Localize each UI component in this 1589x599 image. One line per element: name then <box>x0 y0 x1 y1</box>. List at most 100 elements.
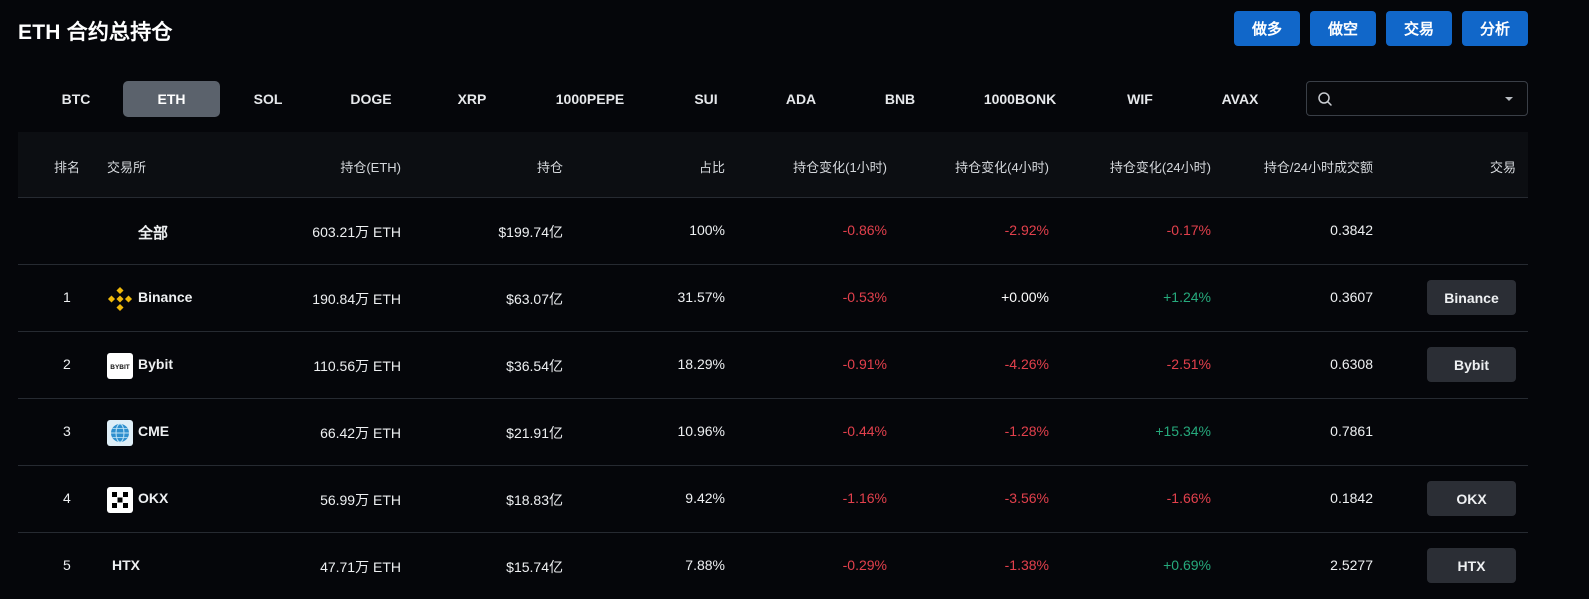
change-24h-cell: -1.66% <box>1166 490 1211 506</box>
ratio-cell: 0.3607 <box>1330 289 1373 305</box>
analysis-button[interactable]: 分析 <box>1462 11 1528 46</box>
trade-htx-button[interactable]: HTX <box>1427 548 1516 583</box>
table-row: 1 Binance 190.84万 ETH $63.07亿 31.57% -0.… <box>18 265 1528 332</box>
change-1h-cell: -0.91% <box>842 356 887 372</box>
rank-cell: 2 <box>63 356 71 372</box>
total-ratio: 0.3842 <box>1330 222 1373 238</box>
holding-cell: $18.83亿 <box>506 492 563 508</box>
table-row-total: 全部 603.21万 ETH $199.74亿 100% -0.86% -2.9… <box>18 198 1528 265</box>
share-cell: 7.88% <box>685 557 725 573</box>
total-holding-coin: 603.21万 ETH <box>312 224 401 240</box>
holding-cell: $63.07亿 <box>506 291 563 307</box>
exchange-name[interactable]: HTX <box>112 557 140 573</box>
search-input[interactable] <box>1341 86 1491 111</box>
trade-bybit-button[interactable]: Bybit <box>1427 347 1516 382</box>
tab-1000bonk[interactable]: 1000BONK <box>983 91 1057 107</box>
tab-1000pepe[interactable]: 1000PEPE <box>555 91 625 107</box>
header-holding-coin[interactable]: 持仓(ETH) <box>340 160 401 175</box>
change-24h-cell: -2.51% <box>1166 356 1211 372</box>
binance-logo-icon <box>107 286 133 312</box>
tab-eth[interactable]: ETH <box>123 81 220 117</box>
trade-binance-button[interactable]: Binance <box>1427 280 1516 315</box>
coin-search-select[interactable] <box>1306 81 1528 116</box>
share-cell: 9.42% <box>685 490 725 506</box>
header-change-4h[interactable]: 持仓变化(4小时) <box>955 160 1049 175</box>
holding-cell: $36.54亿 <box>506 358 563 374</box>
total-change-4h: -2.92% <box>1004 222 1049 238</box>
exchange-name[interactable]: Binance <box>138 289 193 305</box>
holding-cell: $21.91亿 <box>506 425 563 441</box>
change-1h-cell: -1.16% <box>842 490 887 506</box>
tab-avax[interactable]: AVAX <box>1221 91 1259 107</box>
short-button[interactable]: 做空 <box>1310 11 1376 46</box>
trade-button[interactable]: 交易 <box>1386 11 1452 46</box>
total-change-24h: -0.17% <box>1166 222 1211 238</box>
holding-coin-cell: 190.84万 ETH <box>312 291 401 307</box>
total-share: 100% <box>689 222 725 238</box>
header-change-24h[interactable]: 持仓变化(24小时) <box>1109 160 1211 175</box>
holding-coin-cell: 47.71万 ETH <box>320 559 401 575</box>
header-change-1h[interactable]: 持仓变化(1小时) <box>793 160 887 175</box>
page-title: ETH 合约总持仓 <box>18 21 173 44</box>
exchange-name[interactable]: CME <box>138 423 170 439</box>
ratio-cell: 0.1842 <box>1330 490 1373 506</box>
trade-okx-button[interactable]: OKX <box>1427 481 1516 516</box>
coin-tabs: BTC ETH SOL DOGE XRP 1000PEPE SUI ADA BN… <box>28 81 1288 117</box>
change-4h-cell: -3.56% <box>1004 490 1049 506</box>
change-24h-cell: +1.24% <box>1163 289 1211 305</box>
table-row: 3 CME 66.42万 ETH $21.91亿 10.96% -0.44% -… <box>18 399 1528 466</box>
action-buttons: 做多 做空 交易 分析 <box>1234 11 1528 46</box>
header-trade: 交易 <box>1489 160 1516 175</box>
tab-xrp[interactable]: XRP <box>457 91 487 107</box>
share-cell: 18.29% <box>677 356 725 372</box>
tab-wif[interactable]: WIF <box>1127 91 1153 107</box>
table-row: 4 OKX 56.99万 ETH $18.83亿 9.42% -1.16% -3… <box>18 466 1528 533</box>
exchange-name[interactable]: OKX <box>138 490 169 506</box>
table-row: 2 BYBIT Bybit 110.56万 ETH $36.54亿 18.29%… <box>18 332 1528 399</box>
header-rank[interactable]: 排名 <box>54 160 81 175</box>
chevron-down-icon[interactable] <box>1505 97 1513 101</box>
header-holding[interactable]: 持仓 <box>536 160 563 175</box>
tab-sui[interactable]: SUI <box>694 91 718 107</box>
rank-cell: 4 <box>63 490 71 506</box>
header-exchange[interactable]: 交易所 <box>107 160 147 175</box>
ratio-cell: 0.6308 <box>1330 356 1373 372</box>
rank-cell: 5 <box>63 557 71 573</box>
tab-ada[interactable]: ADA <box>785 91 817 107</box>
search-icon <box>1318 92 1332 106</box>
change-4h-cell: +0.00% <box>1001 289 1049 305</box>
bybit-logo-icon: BYBIT <box>107 353 133 379</box>
table-header: 排名 交易所 持仓(ETH) 持仓 占比 持仓变化(1小时) 持仓变化(4小时)… <box>18 132 1528 198</box>
exchange-name[interactable]: Bybit <box>138 356 173 372</box>
svg-text:BYBIT: BYBIT <box>110 364 130 371</box>
change-1h-cell: -0.44% <box>842 423 887 439</box>
total-holding: $199.74亿 <box>498 224 563 240</box>
tab-sol[interactable]: SOL <box>253 91 283 107</box>
holdings-table: 排名 交易所 持仓(ETH) 持仓 占比 持仓变化(1小时) 持仓变化(4小时)… <box>18 132 1528 599</box>
change-24h-cell: +15.34% <box>1155 423 1211 439</box>
ratio-cell: 2.5277 <box>1330 557 1373 573</box>
holding-coin-cell: 110.56万 ETH <box>313 358 401 374</box>
holding-coin-cell: 56.99万 ETH <box>320 492 401 508</box>
total-label: 全部 <box>138 225 169 242</box>
tab-btc[interactable]: BTC <box>61 91 91 107</box>
page-header: ETH 合约总持仓 做多 做空 交易 分析 <box>0 0 1589 62</box>
rank-cell: 3 <box>63 423 71 439</box>
change-1h-cell: -0.53% <box>842 289 887 305</box>
ratio-cell: 0.7861 <box>1330 423 1373 439</box>
change-4h-cell: -1.28% <box>1004 423 1049 439</box>
change-1h-cell: -0.29% <box>842 557 887 573</box>
holding-cell: $15.74亿 <box>506 559 563 575</box>
share-cell: 31.57% <box>677 289 725 305</box>
tab-doge[interactable]: DOGE <box>350 91 392 107</box>
long-button[interactable]: 做多 <box>1234 11 1300 46</box>
holding-coin-cell: 66.42万 ETH <box>320 425 401 441</box>
header-share[interactable]: 占比 <box>698 160 725 175</box>
rank-cell: 1 <box>63 289 71 305</box>
change-4h-cell: -1.38% <box>1004 557 1049 573</box>
total-change-1h: -0.86% <box>842 222 887 238</box>
tab-bnb[interactable]: BNB <box>884 91 916 107</box>
share-cell: 10.96% <box>677 423 725 439</box>
cme-logo-icon <box>107 420 133 446</box>
header-ratio[interactable]: 持仓/24小时成交额 <box>1263 160 1373 175</box>
